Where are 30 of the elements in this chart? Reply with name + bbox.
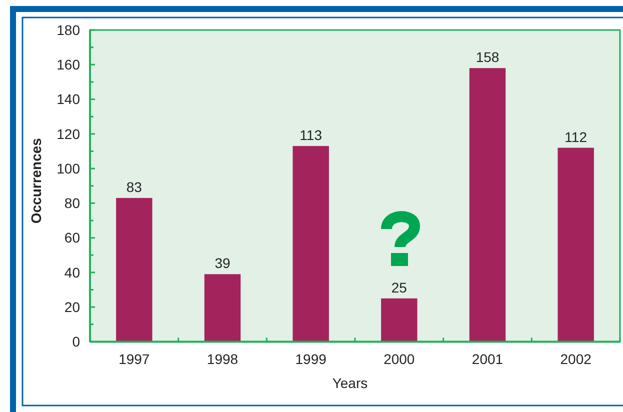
bar [116, 198, 152, 342]
y-tick-label: 100 [56, 160, 80, 176]
bar [381, 298, 418, 342]
x-tick-label: 2002 [560, 351, 592, 367]
bar [292, 146, 329, 342]
data-label: 158 [476, 49, 500, 66]
y-tick-label: 140 [56, 91, 80, 108]
x-tick-label: 1997 [118, 351, 150, 367]
bar [558, 148, 594, 342]
y-tick-label: 80 [64, 195, 80, 212]
bar [204, 274, 241, 342]
x-tick-label: 2001 [472, 351, 504, 367]
x-tick-label: 1998 [206, 351, 238, 367]
y-tick-label: 60 [64, 230, 80, 246]
y-tick-label: 40 [64, 264, 80, 280]
x-axis-title: Years [332, 375, 368, 391]
data-label: 39 [214, 255, 230, 272]
data-label: 112 [564, 128, 588, 145]
data-label: 83 [126, 178, 142, 195]
y-tick-label: 160 [56, 56, 80, 73]
y-tick-label: 180 [56, 22, 80, 38]
x-tick-label: 2000 [384, 351, 415, 367]
y-tick-label: 0 [72, 334, 80, 350]
data-label: 113 [300, 127, 322, 144]
x-tick-label: 1999 [295, 351, 327, 367]
y-tick-label: 20 [64, 298, 80, 315]
data-label: 25 [391, 279, 408, 296]
y-axis-title: Occurrences [28, 138, 44, 224]
y-tick-label: 120 [56, 126, 80, 142]
bar [469, 68, 506, 342]
